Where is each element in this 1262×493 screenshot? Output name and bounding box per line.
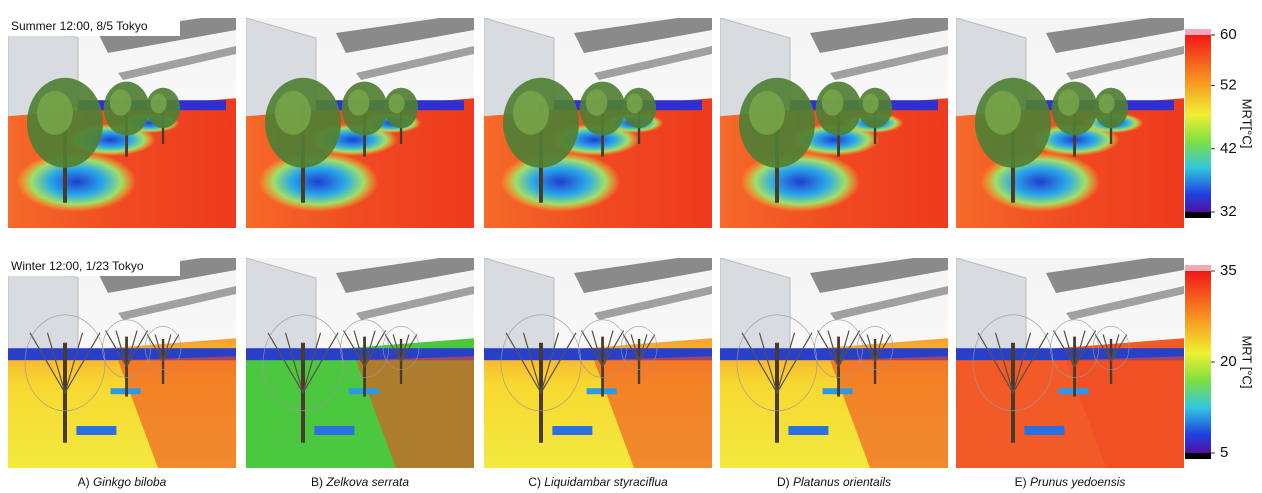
tick-label: 32 xyxy=(1220,203,1237,220)
colorbar xyxy=(1185,271,1211,453)
crown-light xyxy=(586,89,608,115)
crown-light xyxy=(1098,94,1114,114)
panel-image xyxy=(956,253,1184,468)
crown-light xyxy=(822,89,844,115)
crown-light xyxy=(388,94,404,114)
crown-light xyxy=(275,91,311,135)
crown-light xyxy=(513,91,549,135)
crown-light xyxy=(862,94,878,114)
colorbar-floor xyxy=(1185,453,1211,459)
tick-label: 52 xyxy=(1220,77,1237,94)
cool-patch xyxy=(1024,426,1064,435)
panel-image xyxy=(720,253,948,468)
colorbar-label: MRT [°C] xyxy=(1240,335,1255,388)
crown-light xyxy=(749,91,785,135)
tick-label: 5 xyxy=(1220,444,1228,461)
tick-label: 42 xyxy=(1220,140,1237,157)
crown-light xyxy=(37,91,73,135)
colorbar-floor xyxy=(1185,212,1211,218)
crown-light xyxy=(150,94,166,114)
caption-letter: C) xyxy=(528,475,541,489)
caption-species: Prunus yedoensis xyxy=(1030,475,1125,489)
caption: B) Zelkova serrata xyxy=(311,475,409,489)
caption: E) Prunus yedoensis xyxy=(1015,475,1126,489)
colorbar-cap xyxy=(1185,265,1211,271)
crown-light xyxy=(626,94,642,114)
cool-patch xyxy=(788,426,828,435)
crown-light xyxy=(1058,89,1080,115)
crown-light xyxy=(348,89,370,115)
crown-light xyxy=(985,91,1021,135)
row-label: Winter 12:00, 1/23 Tokyo xyxy=(11,259,144,273)
row-label: Summer 12:00, 8/5 Tokyo xyxy=(11,19,148,33)
caption-letter: A) xyxy=(78,475,90,489)
panel-image xyxy=(8,13,236,228)
colorbar-label: MRT[°C] xyxy=(1240,99,1255,149)
panel-image xyxy=(956,13,1184,228)
crown-light xyxy=(110,89,132,115)
panel-image xyxy=(8,253,236,468)
panel-image xyxy=(246,253,474,468)
caption-letter: D) xyxy=(777,475,790,489)
colorbar xyxy=(1185,35,1211,212)
tick-label: 35 xyxy=(1220,262,1237,279)
caption: A) Ginkgo biloba xyxy=(78,475,167,489)
panel-image xyxy=(484,13,712,228)
caption-species: Ginkgo biloba xyxy=(93,475,167,489)
cool-patch xyxy=(314,426,354,435)
caption-letter: B) xyxy=(311,475,323,489)
caption-species: Platanus orientails xyxy=(793,475,891,489)
caption: C) Liquidambar styraciflua xyxy=(528,475,668,489)
tick-label: 60 xyxy=(1220,26,1237,43)
tick-label: 20 xyxy=(1220,353,1237,370)
figure: Summer 12:00, 8/5 Tokyo Winter 12:00, 1/2… xyxy=(0,0,1262,493)
caption: D) Platanus orientails xyxy=(777,475,891,489)
cool-patch xyxy=(552,426,592,435)
caption-species: Liquidambar styraciflua xyxy=(544,475,668,489)
colorbar-cap xyxy=(1185,29,1211,35)
caption-species: Zelkova serrata xyxy=(325,475,409,489)
panel-image xyxy=(720,13,948,228)
panel-image xyxy=(246,13,474,228)
panel-image xyxy=(484,253,712,468)
caption-letter: E) xyxy=(1015,475,1027,489)
cool-patch xyxy=(76,426,116,435)
